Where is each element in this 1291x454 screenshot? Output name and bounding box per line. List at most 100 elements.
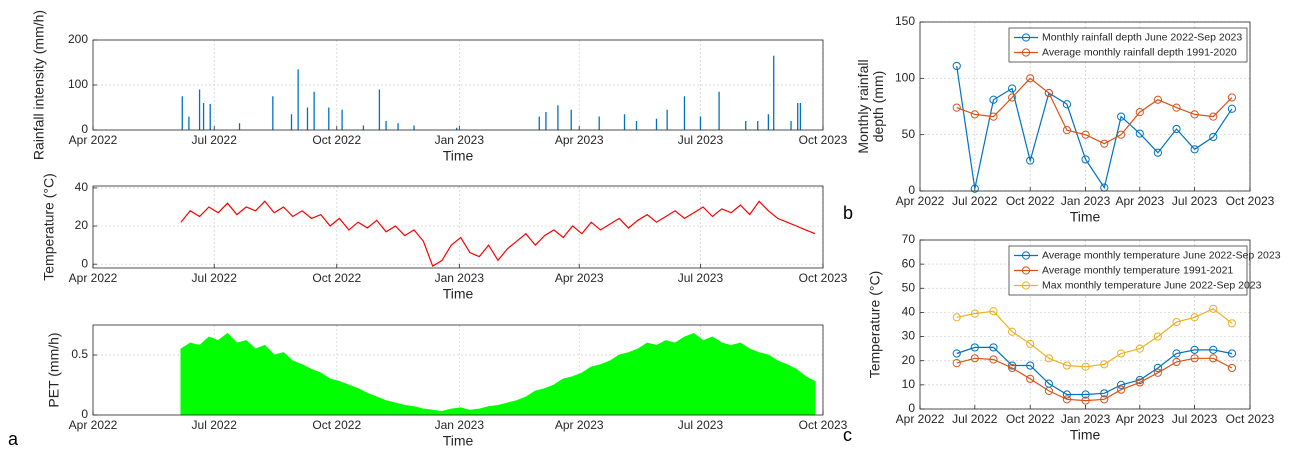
x-tick-label: Oct 2023	[1226, 194, 1275, 208]
marker	[1209, 345, 1218, 354]
marker	[952, 359, 961, 368]
y-axis-label: Temperature (°C)	[867, 271, 883, 379]
x-tick-label: Jul 2022	[952, 412, 998, 426]
y-tick-label: 0.5	[71, 347, 88, 361]
x-tick-label: Jul 2022	[192, 418, 238, 432]
plot-frame	[919, 21, 1251, 192]
line	[956, 77, 1233, 145]
legend-marker	[1021, 281, 1031, 290]
marker	[1135, 129, 1144, 138]
marker	[1044, 386, 1053, 395]
marker	[1100, 360, 1109, 369]
y-axis-label: Temperature (°C)	[41, 173, 57, 281]
line	[956, 65, 1233, 190]
x-tick-label: Apr 2022	[896, 194, 945, 208]
x-tick-label: Jul 2023	[1172, 412, 1218, 426]
marker	[970, 309, 979, 318]
marker	[1190, 145, 1199, 154]
marker	[989, 95, 998, 104]
marker	[1044, 354, 1053, 363]
marker	[989, 112, 998, 121]
y-tick-label: 60	[902, 256, 916, 270]
marker	[1117, 112, 1126, 121]
marker	[1026, 361, 1035, 370]
marker	[970, 354, 979, 363]
line	[180, 200, 816, 267]
x-tick-label: Jul 2022	[952, 194, 998, 208]
marker	[1100, 139, 1109, 148]
marker	[1062, 100, 1072, 109]
marker	[1008, 84, 1017, 93]
x-tick-label: Jul 2022	[192, 271, 238, 285]
marker	[1172, 317, 1181, 327]
x-tick-label: Apr 2022	[69, 418, 118, 432]
marker	[1026, 374, 1035, 383]
y-tick-label: 70	[902, 232, 916, 246]
x-tick-label: Jan 2023	[435, 133, 485, 147]
marker	[1227, 349, 1237, 358]
y-tick-label: 0	[908, 401, 915, 415]
marker	[1026, 156, 1035, 165]
marker	[989, 307, 998, 316]
x-tick-label: Jan 2023	[435, 418, 485, 432]
marker	[989, 343, 998, 352]
marker	[1081, 155, 1090, 164]
y-tick-label: 30	[902, 329, 916, 343]
x-axis-label: Time	[443, 286, 474, 302]
marker	[1190, 110, 1199, 119]
legend-label: Average monthly rainfall depth 1991-2020	[1042, 46, 1237, 58]
y-tick-label: 0	[81, 122, 88, 136]
y-tick-label: 40	[75, 180, 89, 194]
y-tick-label: 20	[75, 218, 89, 232]
y-axis-label: PET (mm/h)	[46, 332, 62, 407]
y-axis-label: Rainfall intensity (mm/h)	[31, 10, 47, 160]
x-axis-label: Time	[1070, 209, 1101, 225]
marker	[952, 103, 961, 112]
y-axis-label: Monthly rainfall	[855, 59, 871, 153]
marker	[1227, 319, 1237, 328]
marker	[1172, 103, 1181, 112]
legend-marker	[1021, 48, 1031, 57]
x-tick-label: Oct 2023	[799, 133, 848, 147]
marker	[1153, 148, 1162, 157]
marker	[1026, 74, 1035, 83]
marker	[1153, 95, 1162, 104]
marker	[1190, 345, 1199, 354]
x-tick-label: Oct 2022	[312, 418, 361, 432]
panel-label: c	[843, 425, 852, 445]
legend-box	[1008, 245, 1248, 296]
x-tick-label: Jan 2023	[435, 271, 485, 285]
marker	[1117, 349, 1126, 358]
x-tick-label: Jan 2023	[1061, 412, 1111, 426]
y-tick-label: 0	[81, 407, 88, 421]
marker	[1100, 389, 1109, 398]
legend-label: Average monthly temperature June 2022-Se…	[1042, 249, 1281, 261]
legend-marker	[1021, 251, 1031, 260]
x-tick-label: Oct 2022	[312, 271, 361, 285]
marker	[1008, 93, 1017, 102]
x-tick-label: Apr 2023	[1115, 194, 1164, 208]
marker	[1190, 354, 1199, 363]
marker	[1227, 104, 1237, 113]
marker	[1008, 361, 1017, 370]
marker	[970, 343, 979, 352]
marker	[1227, 363, 1237, 373]
marker	[1209, 112, 1218, 121]
marker	[1190, 313, 1199, 322]
marker	[1135, 344, 1144, 353]
panel-label: a	[8, 429, 19, 449]
y-tick-label: 0	[81, 256, 88, 270]
x-axis-label: Time	[443, 148, 474, 164]
marker	[1008, 363, 1017, 373]
x-tick-label: Apr 2022	[69, 133, 118, 147]
marker	[1172, 357, 1181, 367]
marker	[1135, 108, 1144, 117]
legend-marker	[1021, 33, 1031, 42]
y-axis-label: depth (mm)	[870, 71, 886, 143]
area	[180, 332, 816, 416]
x-tick-label: Jul 2023	[678, 418, 724, 432]
plot-frame	[92, 39, 824, 131]
marker	[1172, 124, 1181, 134]
x-tick-label: Oct 2023	[1226, 412, 1275, 426]
